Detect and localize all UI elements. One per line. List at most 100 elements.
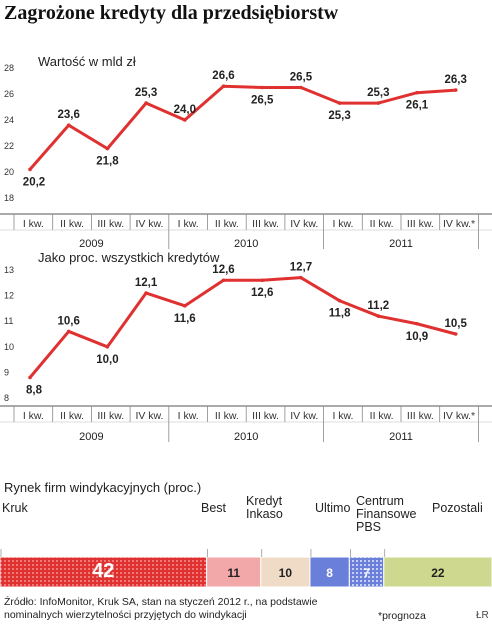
data-label: 12,6 xyxy=(212,264,234,276)
data-point xyxy=(183,118,187,122)
x-tick-label: I kw. xyxy=(178,218,199,230)
x-tick-label: IV kw.* xyxy=(443,218,475,230)
y-tick-label: 24 xyxy=(4,115,14,125)
bar-segment xyxy=(309,556,350,588)
x-tick-label: II kw. xyxy=(60,218,84,230)
data-label: 23,6 xyxy=(58,109,80,121)
series-line xyxy=(28,84,456,171)
x-tick-label: IV kw. xyxy=(135,410,163,422)
y-tick-label: 28 xyxy=(4,63,14,73)
segment-value: 11 xyxy=(227,566,240,580)
segment-value: 10 xyxy=(279,566,293,580)
x-tick-label: I kw. xyxy=(23,410,44,422)
x-tick-label: II kw. xyxy=(215,410,239,422)
x-tick-label: I kw. xyxy=(23,218,44,230)
data-point xyxy=(221,278,226,283)
year-label: 2009 xyxy=(79,238,103,250)
segment-category-label: Ultimo xyxy=(315,501,350,515)
segment-value: 22 xyxy=(431,566,445,580)
y-tick-label: 20 xyxy=(4,167,14,177)
x-tick-label: IV kw. xyxy=(290,410,318,422)
chart-subtitle: Jako proc. wszystkich kredytów xyxy=(38,250,220,265)
data-label: 12,6 xyxy=(251,287,273,299)
data-point xyxy=(337,298,342,303)
year-label: 2011 xyxy=(389,238,413,250)
data-label: 25,3 xyxy=(135,87,157,99)
data-label: 10,6 xyxy=(58,315,80,327)
data-label: 26,3 xyxy=(445,74,467,86)
year-label: 2011 xyxy=(389,431,413,443)
x-tick-label: III kw. xyxy=(252,410,279,422)
bar-segment xyxy=(260,556,311,588)
data-point xyxy=(260,85,265,90)
chart-title: Zagrożone kredyty dla przedsiębiorstw xyxy=(4,2,339,24)
x-tick-label: II kw. xyxy=(60,410,84,422)
data-label: 11,2 xyxy=(367,300,389,312)
data-point xyxy=(144,291,148,295)
data-label: 10,5 xyxy=(445,318,468,330)
source-line-2: nominalnych wierzytelności przyjętych do… xyxy=(4,609,247,621)
year-label: 2010 xyxy=(234,431,258,443)
data-label: 12,7 xyxy=(290,262,312,274)
x-tick-label: I kw. xyxy=(332,410,353,422)
data-point xyxy=(28,167,32,172)
bar-segment xyxy=(206,556,262,588)
bar-segment xyxy=(383,556,492,588)
y-tick-label: 26 xyxy=(4,89,14,99)
year-label: 2009 xyxy=(79,431,103,443)
data-label: 26,1 xyxy=(406,100,429,112)
data-point xyxy=(415,90,419,95)
source-note: Źródło: InfoMonitor, Kruk SA, stan na st… xyxy=(4,596,317,622)
data-label: 26,5 xyxy=(251,95,274,107)
y-tick-label: 12 xyxy=(4,291,14,301)
segment-value: 7 xyxy=(363,566,370,580)
segment-category-label: Centrum Finansowe PBS xyxy=(356,494,416,534)
x-tick-label: III kw. xyxy=(407,218,434,230)
chart-subtitle: Wartość w mld zł xyxy=(38,54,136,69)
y-tick-label: 18 xyxy=(4,193,14,203)
x-tick-label: II kw. xyxy=(370,410,394,422)
chart-subtitle: Rynek firm windykacyjnych (proc.) xyxy=(4,480,201,495)
segment-category-label: Kruk xyxy=(2,501,28,515)
data-point xyxy=(105,345,110,349)
y-tick-label: 22 xyxy=(4,141,14,151)
y-tick-label: 10 xyxy=(4,342,14,352)
data-point xyxy=(376,101,381,105)
data-point xyxy=(28,375,32,380)
forecast-note: *prognoza xyxy=(378,610,426,622)
data-label: 20,2 xyxy=(23,176,45,188)
source-line-1: Źródło: InfoMonitor, Kruk SA, stan na st… xyxy=(4,596,318,608)
x-tick-label: IV kw. xyxy=(290,218,318,230)
x-tick-label: III kw. xyxy=(252,218,279,230)
data-label: 8,8 xyxy=(26,385,43,397)
data-point xyxy=(299,85,303,90)
data-point xyxy=(415,321,419,326)
data-label: 11,6 xyxy=(174,313,196,325)
segment-category-label: Best xyxy=(201,501,227,515)
x-tick-label: III kw. xyxy=(407,410,434,422)
x-tick-label: I kw. xyxy=(178,410,199,422)
segment-category-label: Pozostali xyxy=(432,501,483,515)
data-point xyxy=(105,146,110,151)
segment-category-label: Kredyt Inkaso xyxy=(246,494,283,521)
data-point xyxy=(376,314,381,318)
bar-segment xyxy=(348,556,385,588)
data-point xyxy=(453,88,458,92)
data-label: 26,6 xyxy=(212,70,234,82)
y-tick-label: 13 xyxy=(4,265,14,275)
data-point xyxy=(66,329,71,334)
y-tick-label: 8 xyxy=(4,393,9,403)
data-point xyxy=(260,278,265,283)
data-label: 10,9 xyxy=(406,331,428,343)
data-point xyxy=(144,101,148,105)
data-label: 12,1 xyxy=(135,277,158,289)
data-point xyxy=(221,84,226,88)
y-tick-label: 9 xyxy=(4,367,9,377)
data-label: 21,8 xyxy=(96,156,119,168)
data-point xyxy=(337,101,342,105)
x-tick-label: IV kw. xyxy=(135,218,163,230)
x-tick-label: IV kw.* xyxy=(443,410,475,422)
y-tick-label: 11 xyxy=(4,316,13,326)
author-initials: ŁR xyxy=(476,610,489,621)
